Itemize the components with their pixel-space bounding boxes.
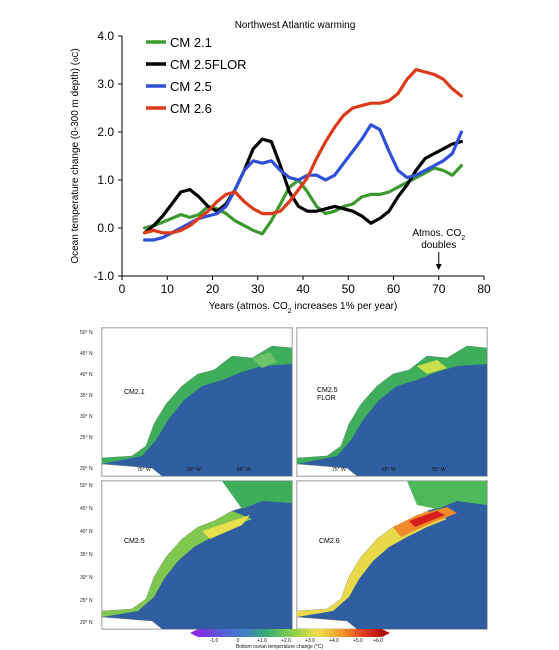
legend-label: CM 2.1 — [170, 35, 212, 50]
y-tick-label: 4.0 — [97, 29, 114, 43]
panel-label-cm21: CM2.1 — [122, 388, 147, 398]
colorbar-low-arrow — [190, 629, 198, 637]
cb-tick-6: +5.0 — [353, 638, 363, 644]
lat-label-35: 35° N — [80, 393, 93, 399]
chart-title: Northwest Atlantic warming — [235, 20, 356, 31]
map-cm21-graphic — [102, 328, 292, 476]
lat-label-45: 45° N — [80, 351, 93, 357]
y-tick-label: -1.0 — [93, 269, 114, 283]
lat-label-50-b: 50° N — [80, 483, 93, 489]
x-tick-label: 0 — [119, 282, 126, 296]
map-cm25-graphic — [102, 481, 292, 629]
annotation-line2: doubles — [421, 240, 456, 251]
x-tick-label: 40 — [296, 282, 310, 296]
x-tick-label: 30 — [251, 282, 265, 296]
lat-label-30: 30° N — [80, 414, 93, 420]
y-axis-label: Ocean temperature change (0-300 m depth)… — [70, 48, 81, 263]
lat-label-25-b: 25° N — [80, 598, 93, 604]
series-line-cm-2-5flor — [143, 137, 463, 235]
colorbar-bar — [198, 629, 382, 637]
lat-label-40-b: 40° N — [80, 529, 93, 535]
legend-label: CM 2.6 — [170, 101, 212, 116]
lat-label-40: 40° N — [80, 372, 93, 378]
x-tick-label: 20 — [206, 282, 220, 296]
annotation-arrow-head — [435, 264, 442, 270]
lon-label-55-right: 55° W — [432, 467, 446, 473]
cb-tick-7: +6.0 — [373, 638, 383, 644]
x-axis-label: Years (atmos. CO2 increases 1% per year) — [209, 301, 398, 315]
cb-tick-2: +1.0 — [257, 638, 267, 644]
x-tick-label: 80 — [477, 282, 491, 296]
panel-label-cm25flor-line1: CM2.5 — [317, 387, 338, 394]
cb-tick-0: -1.0 — [209, 638, 219, 644]
lat-label-20: 20° N — [80, 466, 93, 472]
y-tick-label: 3.0 — [97, 77, 114, 91]
warming-line-chart: Northwest Atlantic warming 0 10 20 30 40 50 60… — [70, 20, 491, 315]
panel-label-cm25flor-line2: FLOR — [317, 395, 336, 402]
cb-tick-1: 0 — [236, 638, 240, 644]
lat-label-50: 50° N — [80, 330, 93, 336]
cb-tick-4: +3.0 — [305, 638, 315, 644]
y-tick-label: 1.0 — [97, 173, 114, 187]
series-lines — [143, 67, 463, 242]
x-tick-label: 50 — [342, 282, 356, 296]
lat-label-20-b: 20° N — [80, 620, 93, 626]
map-cm25flor-graphic — [297, 328, 487, 476]
lon-label-55-left: 55° W — [237, 467, 251, 473]
colorbar — [190, 629, 390, 637]
map-panel-cm25flor: CM2.5 FLOR — [296, 327, 488, 477]
cb-tick-3: +2.0 — [281, 638, 291, 644]
chart-legend: CM 2.1 CM 2.5FLOR CM 2.5 CM 2.6 — [146, 35, 247, 116]
x-tick-label: 10 — [161, 282, 175, 296]
x-tick-label: 70 — [432, 282, 446, 296]
y-tick-label: 2.0 — [97, 125, 114, 139]
lon-label-75-left: 75° W — [137, 467, 151, 473]
panel-label-cm26: CM2.6 — [317, 537, 342, 547]
legend-label: CM 2.5 — [170, 79, 212, 94]
panel-label-cm25flor: CM2.5 FLOR — [315, 386, 340, 404]
legend-label: CM 2.5FLOR — [170, 57, 247, 72]
series-line-cm-2-6 — [143, 67, 463, 235]
lat-label-35-b: 35° N — [80, 552, 93, 558]
map-panel-cm21: CM2.1 — [101, 327, 293, 477]
lat-label-30-b: 30° N — [80, 575, 93, 581]
y-tick-label: 0.0 — [97, 221, 114, 235]
map-panel-cm25: CM2.5 — [101, 480, 293, 630]
lon-label-65-right: 65° W — [382, 467, 396, 473]
annotation-line1: Atmos. CO2 — [412, 228, 465, 242]
x-tick-label: 60 — [387, 282, 401, 296]
map-cm26-graphic — [297, 481, 487, 629]
lon-label-75-right: 75° W — [332, 467, 346, 473]
colorbar-title: Bottom ocean temperature change (°C) — [235, 644, 324, 650]
lon-label-65-left: 65° W — [187, 467, 201, 473]
lat-label-45-b: 45° N — [80, 506, 93, 512]
panel-label-cm25: CM2.5 — [122, 537, 147, 547]
map-panel-cm26: CM2.6 — [296, 480, 488, 630]
lat-label-25: 25° N — [80, 435, 93, 441]
chart-axes: 0 10 20 30 40 50 60 70 80 -1.0 0.0 1.0 2.0 3.0 4.0 Year… — [70, 29, 491, 315]
colorbar-high-arrow — [382, 629, 390, 637]
cb-tick-5: +4.0 — [329, 638, 339, 644]
